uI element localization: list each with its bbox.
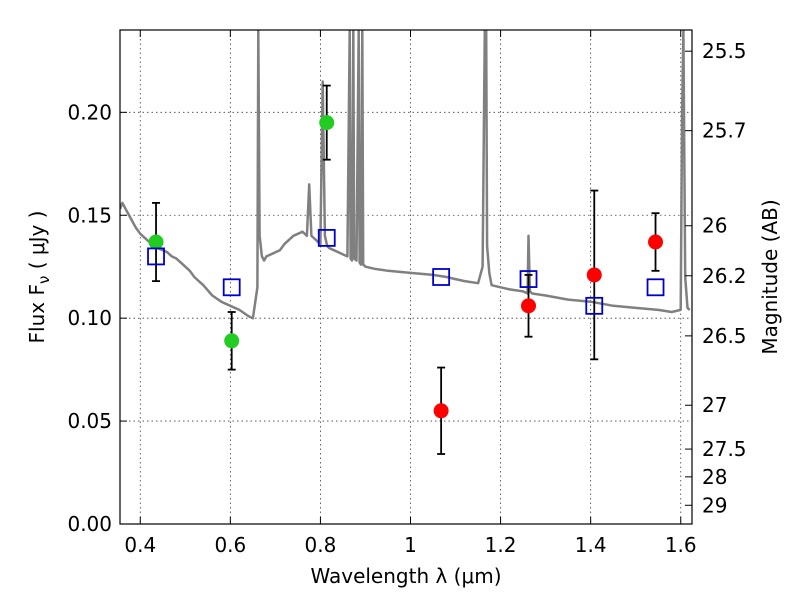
x-tick-label: 0.4 xyxy=(124,533,156,557)
model-point xyxy=(646,278,665,297)
y-tick-label: 0.20 xyxy=(67,100,112,124)
plot-area xyxy=(120,30,691,455)
right-tick-label: 26.2 xyxy=(702,264,747,288)
right-tick-label: 25.5 xyxy=(702,39,747,63)
data-point xyxy=(433,403,449,419)
y-tick-label: 0.05 xyxy=(67,409,112,433)
model-point xyxy=(147,247,165,266)
model-point xyxy=(432,268,451,286)
right-tick-label: 26 xyxy=(702,214,727,238)
spectrum-line xyxy=(120,30,691,320)
data-point xyxy=(224,333,240,349)
data-point xyxy=(648,234,664,250)
x-axis-label: Wavelength λ (μm) xyxy=(310,564,501,588)
y-tick-label: 0.15 xyxy=(67,203,112,227)
right-tick-label: 29 xyxy=(702,493,727,517)
right-tick-label: 27 xyxy=(702,393,727,417)
y-tick-label: 0.10 xyxy=(67,306,112,330)
data-point xyxy=(319,115,335,131)
x-tick-label: 1.4 xyxy=(575,533,607,557)
right-axis-label: Magnitude (AB) xyxy=(758,199,782,354)
y-axis-label: Flux Fν ( μJy ) xyxy=(25,211,53,344)
grid xyxy=(120,30,692,525)
data-point xyxy=(148,234,164,250)
model-point xyxy=(519,270,538,288)
right-tick-label: 25.7 xyxy=(702,119,747,143)
data-point xyxy=(586,267,602,283)
right-tick-label: 27.5 xyxy=(702,437,747,461)
model-point xyxy=(317,228,336,247)
axis-labels: Wavelength λ (μm) Flux Fν ( μJy ) Magnit… xyxy=(25,199,782,588)
x-tick-label: 0.8 xyxy=(305,533,337,557)
x-tick-label: 1 xyxy=(404,533,417,557)
right-tick-label: 28 xyxy=(702,465,727,489)
ticks: 0.4 0.6 0.8 1 1.2 1.4 1.6 0.00 0.05 0.10 0.15 0.20 2… xyxy=(67,30,747,557)
x-tick-label: 0.6 xyxy=(214,533,246,557)
model-point xyxy=(222,278,241,297)
plot-frame xyxy=(119,29,693,525)
y-tick-label: 0.00 xyxy=(67,512,112,536)
model-point xyxy=(585,296,604,315)
data-point xyxy=(521,298,537,314)
right-tick-label: 26.5 xyxy=(702,324,747,348)
x-tick-label: 1.6 xyxy=(665,533,697,557)
x-tick-label: 1.2 xyxy=(485,533,517,557)
